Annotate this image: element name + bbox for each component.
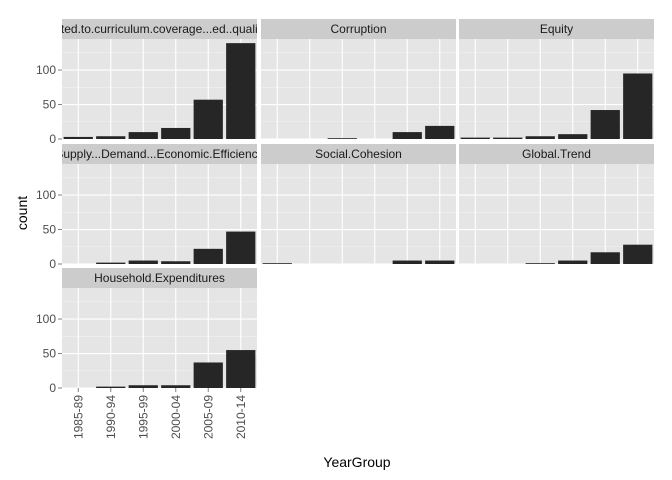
panel-background	[62, 39, 257, 139]
facet-title: Related.to.curriculum.coverage...ed..qua…	[36, 22, 283, 36]
x-tick-label: 2000-04	[169, 395, 183, 439]
x-axis: 1985-89 1990-94 1995-99 2000-04 2005-09 2010-…	[71, 388, 248, 439]
bar	[161, 127, 191, 139]
x-tick-label: 1990-94	[104, 395, 118, 439]
panel-background	[62, 164, 257, 264]
y-tick-label: 100	[36, 63, 56, 77]
panel-background	[261, 164, 456, 264]
panel-background	[261, 39, 456, 139]
bar	[262, 263, 292, 264]
bar	[623, 244, 653, 264]
bar	[161, 385, 191, 388]
bar	[525, 263, 555, 264]
facet-strip	[62, 19, 257, 39]
facet-strip	[261, 144, 456, 164]
x-tick-label: 1995-99	[136, 395, 150, 439]
bar	[128, 260, 158, 264]
facet-title: Supply...Demand...Economic.Efficiency	[55, 147, 263, 161]
panel-background	[62, 288, 257, 388]
facet-title: Household.Expenditures	[94, 271, 225, 285]
y-tick-label: 0	[49, 257, 56, 271]
bar	[392, 260, 422, 264]
y-tick-label: 100	[36, 188, 56, 202]
bar	[590, 252, 620, 264]
facet-panel: Social.Cohesion	[261, 144, 456, 265]
bar	[193, 248, 223, 264]
bar	[623, 73, 653, 139]
facet-title: Corruption	[330, 22, 386, 36]
x-tick-label: 2005-09	[201, 395, 215, 439]
y-tick-label: 0	[49, 132, 56, 146]
bar	[327, 138, 357, 139]
bar	[128, 132, 158, 139]
facet-strip	[62, 268, 257, 288]
bar	[193, 99, 223, 139]
bar	[161, 261, 191, 264]
bar	[525, 136, 555, 139]
panel-background	[459, 164, 654, 264]
bar	[96, 136, 126, 139]
bar	[493, 137, 523, 139]
x-axis-label: YearGroup	[323, 454, 390, 470]
facet-strip	[62, 144, 257, 164]
bar	[590, 110, 620, 139]
bar	[128, 385, 158, 388]
facet-panel: Household.Expenditures 0 50 100	[36, 268, 257, 395]
facet-panel: Supply...Demand...Economic.Efficiency 0 50…	[36, 144, 263, 271]
bar	[460, 137, 490, 139]
facet-title: Equity	[540, 22, 573, 36]
bar	[63, 136, 93, 139]
facet-panel: Equity	[459, 19, 654, 140]
facet-panels: Related.to.curriculum.coverage...ed..qua…	[36, 19, 654, 395]
facet-title: Social.Cohesion	[315, 147, 402, 161]
facet-title: Global.Trend	[522, 147, 591, 161]
y-tick-label: 50	[43, 223, 57, 237]
bar	[226, 350, 256, 388]
bar	[96, 386, 126, 388]
facet-panel: Corruption	[261, 19, 456, 140]
bar	[392, 132, 422, 139]
facet-strip	[459, 144, 654, 164]
bar	[558, 260, 588, 264]
panel-background	[459, 39, 654, 139]
y-tick-label: 50	[43, 347, 57, 361]
y-tick-label: 50	[43, 98, 57, 112]
bar	[425, 260, 455, 264]
y-axis-label: count	[14, 196, 30, 230]
bar	[96, 262, 126, 264]
x-tick-label: 1985-89	[71, 395, 85, 439]
facet-panel: Global.Trend	[459, 144, 654, 265]
bar	[558, 134, 588, 139]
x-tick-label: 2010-14	[234, 395, 248, 439]
facet-strip	[459, 19, 654, 39]
y-tick-label: 0	[49, 381, 56, 395]
bar	[425, 125, 455, 139]
facet-strip	[261, 19, 456, 39]
bar	[193, 362, 223, 388]
bar	[226, 231, 256, 264]
y-tick-label: 100	[36, 312, 56, 326]
bar	[226, 43, 256, 139]
facet-panel: Related.to.curriculum.coverage...ed..qua…	[36, 19, 283, 146]
